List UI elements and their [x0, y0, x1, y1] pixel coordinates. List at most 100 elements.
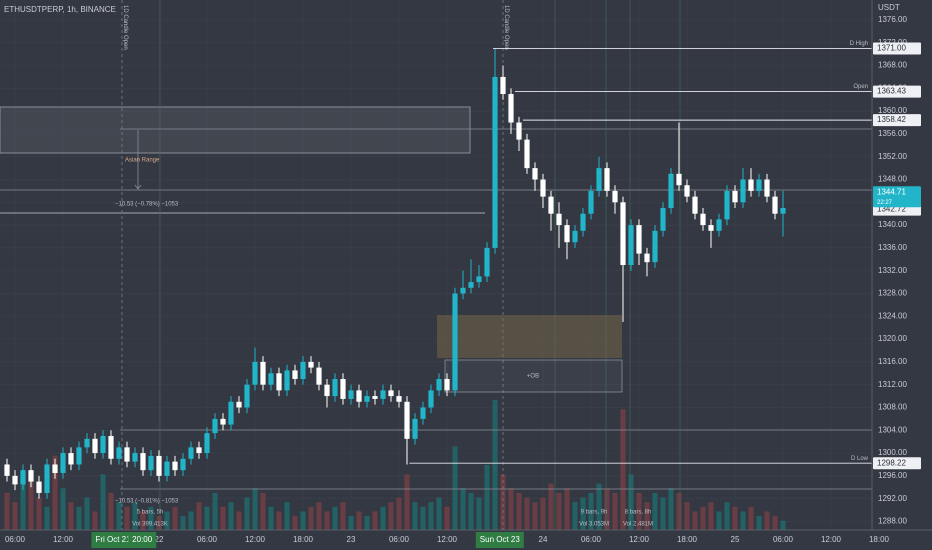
- candle-body: [612, 190, 618, 203]
- candle-body: [12, 475, 18, 485]
- volume-bar: [468, 492, 474, 530]
- volume-bar: [108, 492, 114, 530]
- candle-body: [316, 367, 322, 385]
- x-tick-label: 06:00: [197, 535, 218, 544]
- candle-body: [292, 370, 298, 379]
- volume-bar: [532, 502, 538, 530]
- x-tick-label: 24: [539, 535, 548, 544]
- countdown: 22:27: [877, 200, 893, 206]
- candle-body: [476, 276, 482, 283]
- y-tick-label: 1336.00: [878, 243, 907, 252]
- candle-body: [284, 370, 290, 391]
- price-label-box: [873, 85, 921, 98]
- range-label: −10.53 (−0.78%) −1053: [115, 202, 179, 208]
- time-highlight-label: Fri Oct 21: [95, 535, 131, 544]
- x-tick-label: 12:00: [245, 535, 266, 544]
- volume-bar: [604, 488, 610, 530]
- time-highlight-label: 20:00: [132, 535, 153, 544]
- candle-body: [84, 438, 90, 448]
- volume-bar: [84, 497, 90, 530]
- candle-body: [204, 433, 210, 454]
- x-tick-label: 18:00: [869, 535, 890, 544]
- volume-bar: [20, 478, 26, 530]
- volume-bar: [44, 506, 50, 530]
- price-label: 1363.43: [877, 87, 906, 96]
- candle-body: [268, 373, 274, 385]
- volume-bar: [388, 502, 394, 530]
- candle-body: [732, 190, 738, 203]
- volume-bar: [716, 511, 722, 530]
- volume-bar: [660, 497, 666, 530]
- volume-bar: [76, 506, 82, 530]
- price-label: 1298.22: [877, 458, 906, 467]
- x-tick-label: 06:00: [5, 535, 26, 544]
- candle-body: [596, 168, 602, 191]
- volume-bar: [748, 506, 754, 530]
- volume-bar: [756, 516, 762, 530]
- y-tick-label: 1300.00: [878, 448, 907, 457]
- candle-body: [700, 213, 706, 226]
- x-tick-label: 12:00: [437, 535, 458, 544]
- candle-body: [492, 76, 498, 248]
- candle-body: [324, 384, 330, 397]
- volume-bar: [652, 492, 658, 530]
- level-name: D Low: [851, 456, 869, 462]
- candle-body: [348, 390, 354, 399]
- candle-body: [332, 378, 338, 397]
- candle-body: [564, 225, 570, 243]
- candle-body: [76, 447, 82, 465]
- volume-bar: [364, 516, 370, 530]
- volume-bar: [676, 492, 682, 530]
- volume-bar: [684, 502, 690, 530]
- volume-bar: [332, 506, 338, 530]
- candle-body: [156, 455, 162, 476]
- volume-bar: [284, 502, 290, 530]
- time-highlight: [128, 532, 157, 548]
- volume-bar: [428, 502, 434, 530]
- y-tick-label: 1360.00: [878, 106, 907, 115]
- candle-body: [92, 438, 98, 454]
- volume-bar: [196, 502, 202, 530]
- y-tick-label: 1312.00: [878, 380, 907, 389]
- volume-bar: [292, 516, 298, 530]
- price-label: 1371.00: [877, 44, 906, 53]
- x-tick-label: 18:00: [293, 535, 314, 544]
- volume-bar: [220, 506, 226, 530]
- time-axis: [0, 530, 932, 550]
- y-tick-label: 1308.00: [878, 403, 907, 412]
- volume-bar: [212, 492, 218, 530]
- volume-bar: [516, 492, 522, 530]
- x-tick-label: 18:00: [677, 535, 698, 544]
- candle-body: [748, 179, 754, 191]
- volume-bar: [12, 502, 18, 530]
- candle-body: [276, 373, 282, 391]
- candle-body: [660, 208, 666, 231]
- candle-body: [220, 418, 226, 425]
- volume-bar: [4, 492, 10, 530]
- supply-zone: [437, 315, 622, 358]
- candle-body: [684, 185, 690, 197]
- volume-bar: [268, 506, 274, 530]
- volume-bar: [420, 506, 426, 530]
- candle-body: [100, 435, 106, 454]
- volume-bar: [644, 502, 650, 530]
- volume-bar: [100, 474, 106, 530]
- y-tick-label: 1332.00: [878, 266, 907, 275]
- candle-body: [724, 190, 730, 220]
- measure-volume: Vol 399.413K: [132, 522, 168, 528]
- level-name: D High: [850, 41, 868, 47]
- asian-range-box: [0, 106, 471, 154]
- candle-body: [180, 458, 186, 471]
- candle-body: [756, 179, 762, 191]
- x-tick-label: 12:00: [821, 535, 842, 544]
- volume-bar: [348, 516, 354, 530]
- candle-body: [556, 213, 562, 226]
- candle-body: [148, 455, 154, 471]
- y-tick-label: 1340.00: [878, 220, 907, 229]
- volume: [4, 400, 786, 530]
- volume-bar: [68, 502, 74, 530]
- volume-bar: [508, 488, 514, 530]
- volume-bar: [572, 502, 578, 530]
- volume-bar: [500, 474, 506, 530]
